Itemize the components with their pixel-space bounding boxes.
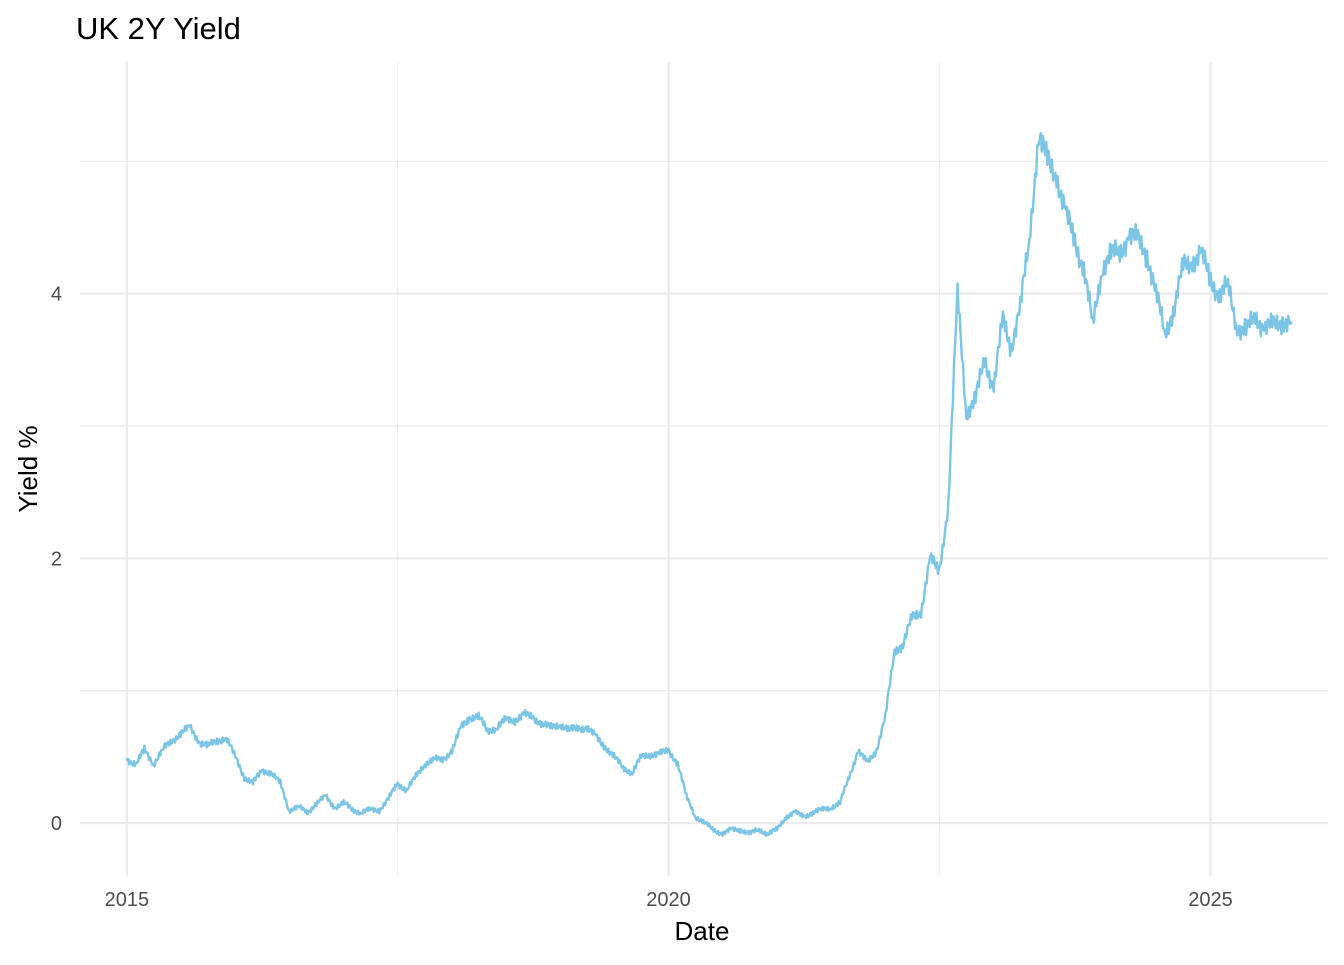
y-tick-label: 4: [51, 284, 62, 306]
yield-series-line: [125, 131, 1293, 837]
y-tick-label: 0: [51, 813, 62, 835]
y-tick-label: 2: [51, 548, 62, 570]
x-tick-label: 2015: [105, 889, 150, 911]
y-axis-title: Yield %: [13, 425, 43, 512]
chart-title: UK 2Y Yield: [76, 11, 241, 46]
tick-labels: 2015 2020 2025 0 2 4: [51, 284, 1233, 911]
x-tick-label: 2020: [646, 889, 691, 911]
grid: [80, 62, 1328, 876]
x-axis-title: Date: [675, 916, 730, 946]
x-tick-label: 2025: [1188, 889, 1233, 911]
series-layer: [125, 131, 1293, 837]
